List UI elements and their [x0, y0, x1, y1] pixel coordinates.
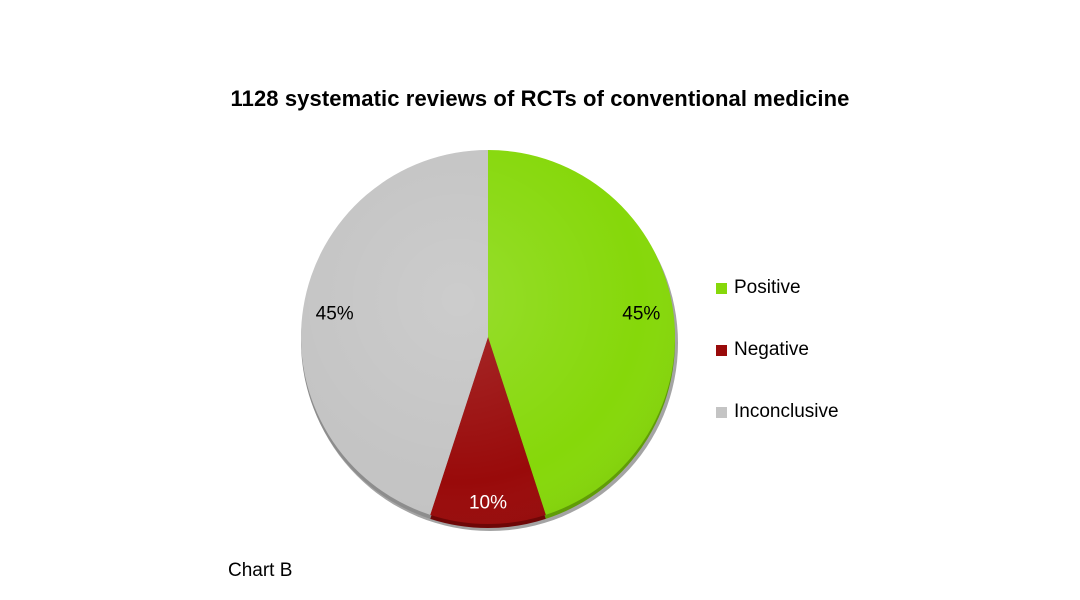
legend-swatch-negative [716, 344, 727, 356]
chart-title: 1128 systematic reviews of RCTs of conve… [230, 86, 850, 111]
legend-label-positive: Positive [734, 277, 801, 298]
legend-swatch-inconclusive [716, 406, 727, 418]
legend-item-inconclusive: Inconclusive [716, 400, 839, 424]
pie-label-inconclusive: 45% [316, 304, 354, 325]
legend-item-negative: Negative [716, 338, 839, 362]
legend-label-negative: Negative [734, 339, 809, 360]
pie-label-negative: 10% [469, 493, 507, 514]
legend-swatch-positive [716, 282, 727, 294]
legend-label-inconclusive: Inconclusive [734, 401, 839, 422]
chart-caption: Chart B [228, 560, 293, 581]
pie-label-positive: 45% [622, 304, 660, 325]
legend: Positive Negative Inconclusive [716, 276, 839, 462]
legend-item-positive: Positive [716, 276, 839, 300]
